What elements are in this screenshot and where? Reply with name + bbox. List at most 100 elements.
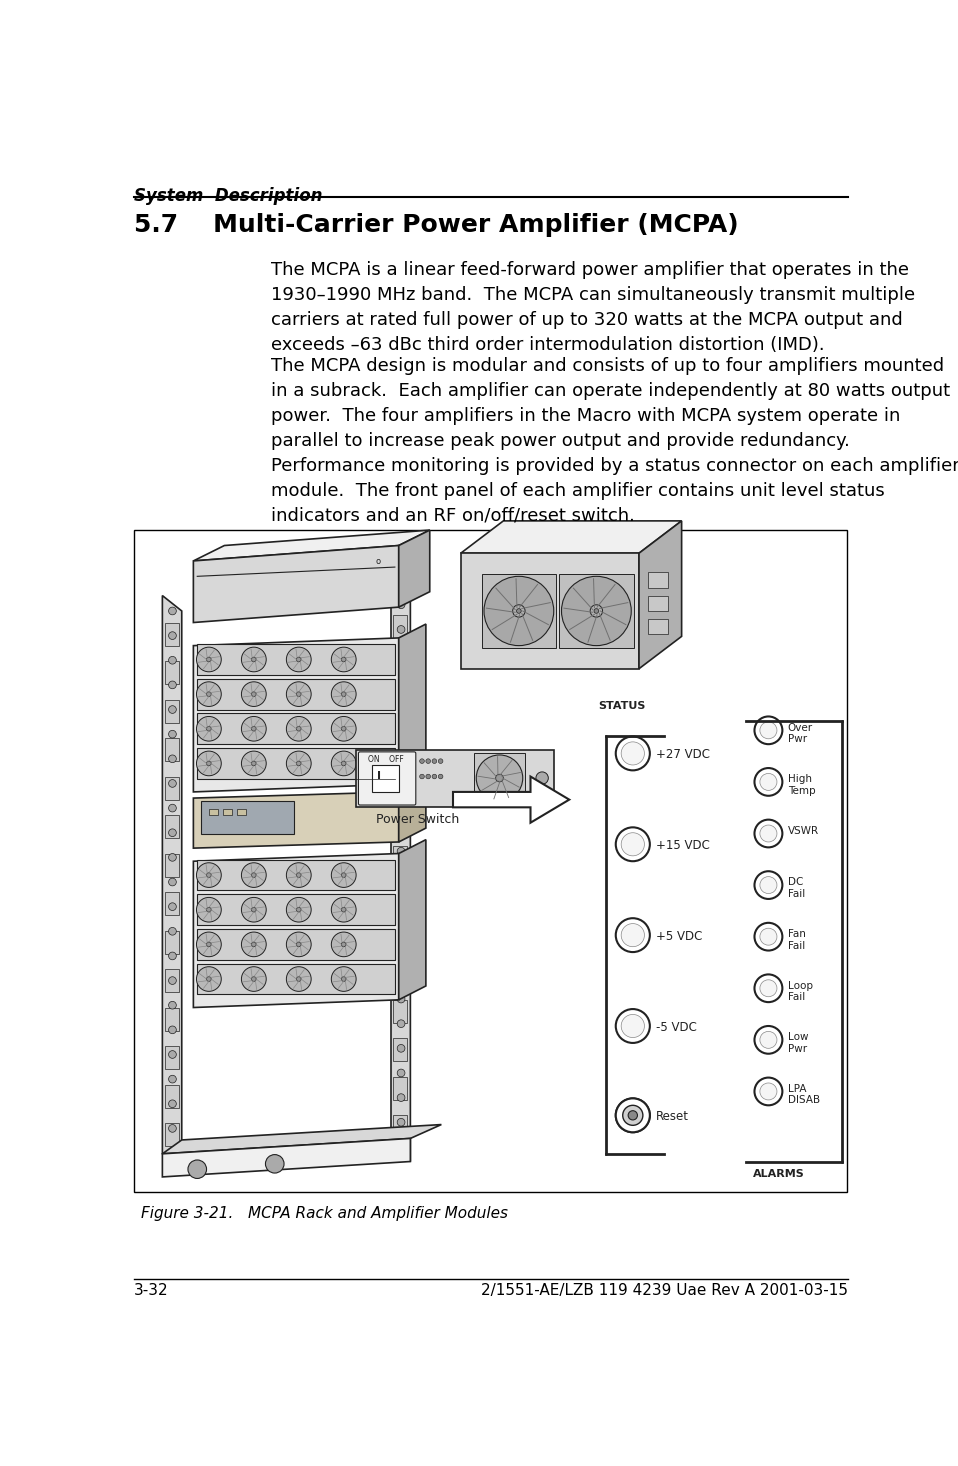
Polygon shape bbox=[461, 520, 682, 553]
Text: STATUS: STATUS bbox=[598, 701, 646, 711]
Circle shape bbox=[426, 759, 430, 764]
Circle shape bbox=[432, 774, 437, 778]
Circle shape bbox=[286, 897, 311, 922]
Circle shape bbox=[420, 759, 424, 764]
Bar bbox=[393, 614, 406, 638]
Circle shape bbox=[252, 943, 256, 947]
Text: ALARMS: ALARMS bbox=[753, 1170, 805, 1179]
Circle shape bbox=[398, 946, 405, 953]
Circle shape bbox=[616, 1098, 650, 1132]
Text: Over
Pwr: Over Pwr bbox=[787, 723, 813, 745]
Circle shape bbox=[286, 647, 311, 671]
Circle shape bbox=[755, 819, 783, 847]
Circle shape bbox=[398, 1020, 405, 1028]
Circle shape bbox=[252, 976, 256, 981]
Circle shape bbox=[755, 1078, 783, 1105]
Circle shape bbox=[252, 657, 256, 661]
Text: Performance monitoring is provided by a status connector on each amplifier
modul: Performance monitoring is provided by a … bbox=[271, 457, 958, 525]
Text: High
Temp: High Temp bbox=[787, 774, 815, 796]
Circle shape bbox=[561, 576, 631, 645]
Bar bbox=[197, 748, 395, 778]
Bar bbox=[134, 531, 847, 1192]
Circle shape bbox=[169, 1100, 176, 1108]
Circle shape bbox=[331, 717, 356, 742]
Circle shape bbox=[286, 966, 311, 991]
Circle shape bbox=[207, 872, 211, 877]
Circle shape bbox=[760, 774, 777, 790]
Circle shape bbox=[207, 943, 211, 947]
Text: LPA
DISAB: LPA DISAB bbox=[787, 1083, 820, 1105]
Circle shape bbox=[241, 897, 266, 922]
Bar bbox=[356, 749, 554, 808]
Bar bbox=[197, 963, 395, 994]
Text: Power Switch: Power Switch bbox=[376, 814, 459, 827]
Circle shape bbox=[341, 943, 346, 947]
Circle shape bbox=[252, 692, 256, 696]
Circle shape bbox=[398, 724, 405, 732]
Bar bbox=[461, 553, 639, 668]
Polygon shape bbox=[639, 520, 682, 668]
Bar bbox=[649, 572, 668, 588]
Polygon shape bbox=[162, 1124, 442, 1154]
Circle shape bbox=[196, 932, 221, 957]
Bar bbox=[165, 623, 178, 645]
Circle shape bbox=[207, 976, 211, 981]
Circle shape bbox=[426, 774, 430, 778]
Circle shape bbox=[623, 1105, 643, 1126]
Text: Figure 3-21.   MCPA Rack and Amplifier Modules: Figure 3-21. MCPA Rack and Amplifier Mod… bbox=[142, 1207, 509, 1221]
Circle shape bbox=[398, 774, 405, 781]
Text: Loop
Fail: Loop Fail bbox=[787, 981, 812, 1003]
Circle shape bbox=[188, 1160, 207, 1179]
Text: 2/1551-AE/LZB 119 4239 Uae Rev A 2001-03-15: 2/1551-AE/LZB 119 4239 Uae Rev A 2001-03… bbox=[481, 1283, 848, 1299]
Circle shape bbox=[420, 774, 424, 778]
Circle shape bbox=[286, 932, 311, 957]
Circle shape bbox=[196, 717, 221, 742]
Circle shape bbox=[398, 651, 405, 658]
Circle shape bbox=[438, 774, 443, 778]
Bar bbox=[165, 853, 178, 877]
Circle shape bbox=[398, 626, 405, 633]
Circle shape bbox=[169, 828, 176, 837]
Circle shape bbox=[286, 682, 311, 707]
Bar bbox=[165, 969, 178, 992]
Circle shape bbox=[438, 759, 443, 764]
Bar bbox=[482, 575, 556, 648]
Circle shape bbox=[341, 692, 346, 696]
Text: -5 VDC: -5 VDC bbox=[656, 1020, 696, 1034]
Bar bbox=[165, 661, 178, 685]
Bar bbox=[393, 692, 406, 715]
Circle shape bbox=[341, 907, 346, 912]
Bar bbox=[649, 595, 668, 611]
Circle shape bbox=[286, 863, 311, 887]
Circle shape bbox=[241, 647, 266, 671]
Circle shape bbox=[398, 699, 405, 707]
Circle shape bbox=[169, 755, 176, 762]
Circle shape bbox=[398, 1119, 405, 1126]
Text: Fan
Fail: Fan Fail bbox=[787, 929, 806, 950]
Circle shape bbox=[169, 951, 176, 960]
Polygon shape bbox=[391, 583, 410, 1161]
Circle shape bbox=[755, 717, 783, 745]
Circle shape bbox=[760, 1032, 777, 1048]
Circle shape bbox=[760, 877, 777, 894]
Circle shape bbox=[331, 682, 356, 707]
Circle shape bbox=[398, 601, 405, 608]
Circle shape bbox=[252, 872, 256, 877]
Circle shape bbox=[331, 897, 356, 922]
Bar bbox=[649, 619, 668, 635]
Circle shape bbox=[398, 798, 405, 806]
Circle shape bbox=[594, 608, 599, 613]
Circle shape bbox=[196, 897, 221, 922]
Bar bbox=[165, 1007, 178, 1031]
Bar bbox=[197, 859, 395, 890]
Circle shape bbox=[616, 918, 650, 951]
Polygon shape bbox=[194, 792, 399, 849]
Circle shape bbox=[296, 943, 301, 947]
Circle shape bbox=[484, 576, 554, 645]
Bar bbox=[393, 768, 406, 792]
Circle shape bbox=[331, 966, 356, 991]
Text: +27 VDC: +27 VDC bbox=[656, 748, 710, 761]
Circle shape bbox=[296, 761, 301, 765]
Bar bbox=[165, 1123, 178, 1146]
Bar bbox=[165, 891, 178, 915]
